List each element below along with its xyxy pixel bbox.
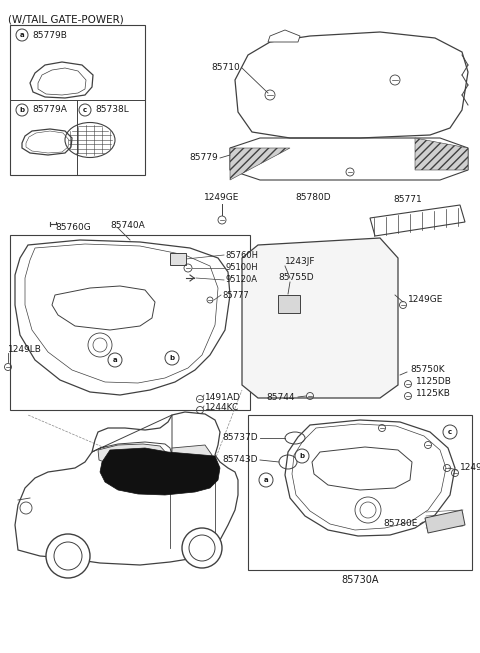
Bar <box>10 235 250 410</box>
Text: 85750K: 85750K <box>410 366 444 375</box>
Circle shape <box>443 425 457 439</box>
Text: 85780D: 85780D <box>295 193 331 202</box>
Text: c: c <box>83 107 87 113</box>
Circle shape <box>16 104 28 116</box>
Polygon shape <box>230 148 290 180</box>
Text: 85730A: 85730A <box>341 575 379 585</box>
Text: a: a <box>20 32 24 38</box>
Text: 1491AD: 1491AD <box>205 392 241 402</box>
Text: 85779B: 85779B <box>32 31 67 39</box>
Bar <box>10 25 145 175</box>
Text: 85779: 85779 <box>189 153 218 163</box>
Text: b: b <box>300 453 305 459</box>
Text: 85738L: 85738L <box>95 106 129 114</box>
Text: 85755D: 85755D <box>278 274 313 283</box>
Text: 1249LB: 1249LB <box>460 464 480 473</box>
Bar <box>278 295 300 313</box>
Circle shape <box>295 449 309 463</box>
Circle shape <box>108 353 122 367</box>
Polygon shape <box>268 30 300 42</box>
Text: 1244KC: 1244KC <box>205 404 239 413</box>
Text: 85760H: 85760H <box>225 251 258 259</box>
Text: 95100H: 95100H <box>225 264 258 272</box>
Text: a: a <box>113 357 117 363</box>
Text: 1125KB: 1125KB <box>416 389 451 398</box>
Text: 85779A: 85779A <box>32 106 67 114</box>
Text: 1249GE: 1249GE <box>408 296 444 304</box>
Text: 85780E: 85780E <box>384 520 418 528</box>
Polygon shape <box>415 138 468 170</box>
Text: c: c <box>448 429 452 435</box>
Polygon shape <box>172 445 212 465</box>
Polygon shape <box>425 510 465 533</box>
Text: 85710: 85710 <box>211 63 240 72</box>
Circle shape <box>259 473 273 487</box>
Text: 85777: 85777 <box>222 291 249 300</box>
Circle shape <box>46 534 90 578</box>
Polygon shape <box>242 238 398 398</box>
Text: (W/TAIL GATE-POWER): (W/TAIL GATE-POWER) <box>8 14 124 24</box>
Text: 1243JF: 1243JF <box>285 257 315 266</box>
Text: 85737D: 85737D <box>222 434 258 443</box>
Bar <box>248 415 472 570</box>
Circle shape <box>165 351 179 365</box>
Circle shape <box>16 29 28 41</box>
Text: 1249GE: 1249GE <box>204 193 240 202</box>
Text: 1125DB: 1125DB <box>416 377 452 387</box>
Polygon shape <box>100 448 220 495</box>
Circle shape <box>182 528 222 568</box>
Text: 1249LB: 1249LB <box>8 345 42 355</box>
Bar <box>170 253 186 265</box>
Text: 85744: 85744 <box>266 394 295 402</box>
Text: a: a <box>264 477 268 483</box>
Text: 85743D: 85743D <box>223 456 258 464</box>
Polygon shape <box>98 444 168 468</box>
Text: b: b <box>19 107 24 113</box>
Text: 85771: 85771 <box>394 195 422 204</box>
Text: 85760G: 85760G <box>55 223 91 232</box>
Text: b: b <box>169 355 175 361</box>
Text: 85740A: 85740A <box>110 221 145 229</box>
Text: 95120A: 95120A <box>225 276 257 285</box>
Circle shape <box>79 104 91 116</box>
